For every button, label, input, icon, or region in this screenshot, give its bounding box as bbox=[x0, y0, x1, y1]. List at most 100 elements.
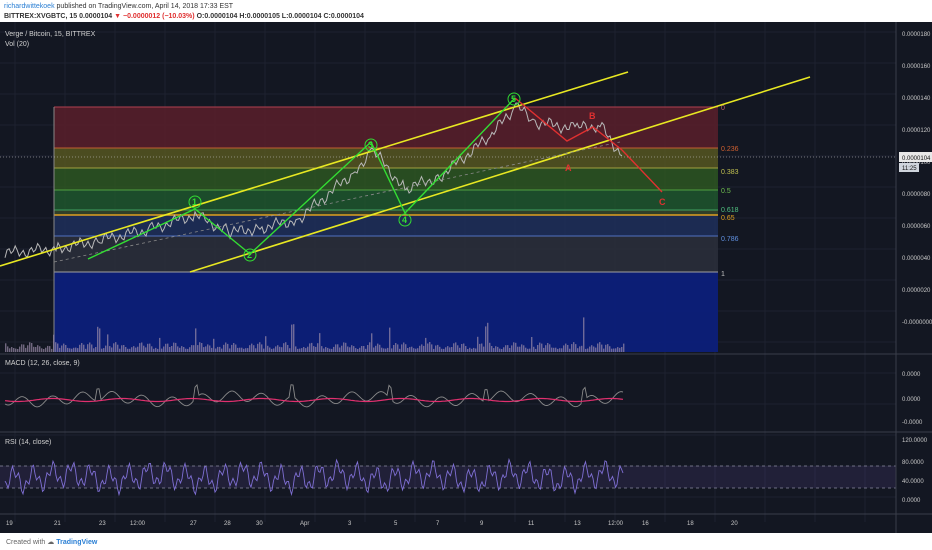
volume-bar bbox=[341, 345, 343, 352]
volume-bar bbox=[313, 346, 315, 352]
volume-bar bbox=[193, 345, 195, 352]
volume-bar bbox=[111, 347, 113, 352]
volume-bar bbox=[165, 343, 167, 352]
volume-bar bbox=[347, 346, 349, 352]
volume-bar bbox=[601, 344, 603, 352]
volume-bar bbox=[585, 348, 587, 352]
tradingview-logo-icon: ☁ bbox=[47, 539, 55, 546]
volume-bar bbox=[163, 346, 165, 352]
volume-bar bbox=[37, 345, 39, 352]
tradingview-brand[interactable]: TradingView bbox=[56, 539, 98, 546]
volume-bar bbox=[355, 348, 357, 352]
wave-label: 5 bbox=[511, 94, 516, 104]
volume-bar bbox=[339, 347, 341, 352]
wave-5-circle bbox=[507, 92, 521, 106]
chart-svg[interactable]: 0 0.236 0.383 0.5 0.618 0.65 0.786 1 1 2 bbox=[0, 22, 932, 533]
price-tick-label: 0.0000160 bbox=[902, 64, 931, 70]
volume-bar bbox=[257, 343, 259, 352]
channel-lower-line[interactable] bbox=[189, 76, 811, 273]
volume-bar bbox=[239, 347, 241, 352]
volume-bar bbox=[65, 345, 67, 352]
volume-bar bbox=[301, 348, 303, 352]
fibonacci-retracement[interactable] bbox=[53, 106, 718, 352]
volume-bar bbox=[123, 345, 125, 352]
volume-bar bbox=[547, 343, 549, 352]
volume-bar bbox=[29, 342, 31, 352]
time-tick-label: 3 bbox=[348, 521, 352, 527]
time-axis[interactable]: 19 21 23 12:00 27 28 30 Apr 3 5 7 9 11 13 12:00 16 18 20 bbox=[6, 521, 738, 527]
volume-bar bbox=[147, 343, 149, 352]
volume-bar bbox=[81, 343, 83, 352]
volume-bar bbox=[521, 344, 523, 352]
volume-bar bbox=[361, 346, 363, 352]
volume-bar bbox=[153, 348, 155, 352]
volume-bar bbox=[375, 345, 377, 352]
volume-bar bbox=[141, 342, 143, 352]
volume-bar bbox=[455, 342, 457, 352]
ohlc-values: O:0.0000104 H:0.0000105 L:0.0000104 C:0.… bbox=[196, 13, 364, 20]
fib-label: 0.5 bbox=[721, 188, 731, 195]
wave-labels: 1 2 3 4 5 A B C bbox=[188, 92, 666, 262]
volume-bar bbox=[295, 346, 297, 352]
time-tick-label: 12:00 bbox=[130, 521, 146, 527]
volume-bar bbox=[491, 346, 493, 352]
correction-label: B bbox=[589, 111, 596, 121]
chart-area[interactable]: 0 0.236 0.383 0.5 0.618 0.65 0.786 1 1 2 bbox=[0, 22, 932, 533]
volume-bar bbox=[409, 347, 411, 352]
volume-bar bbox=[211, 347, 213, 352]
current-price-tag bbox=[899, 152, 932, 162]
volume-bar bbox=[441, 348, 443, 352]
volume-bar bbox=[229, 348, 231, 352]
volume-bar bbox=[195, 328, 197, 352]
volume-bar bbox=[145, 347, 147, 352]
volume-bar bbox=[321, 346, 323, 352]
volume-bar bbox=[31, 343, 33, 352]
elliott-wave-line[interactable] bbox=[87, 97, 516, 260]
volume-bar bbox=[383, 348, 385, 352]
volume-bar bbox=[359, 347, 361, 352]
rsi-line[interactable] bbox=[4, 457, 624, 497]
time-tick-label: 20 bbox=[731, 521, 738, 527]
volume-bar bbox=[559, 348, 561, 352]
volume-bar bbox=[245, 348, 247, 352]
volume-bar bbox=[593, 346, 595, 352]
volume-bar bbox=[119, 348, 121, 352]
volume-bar bbox=[391, 348, 393, 352]
time-tick-label: 7 bbox=[436, 521, 440, 527]
volume-bar bbox=[203, 347, 205, 352]
volume-bar bbox=[413, 348, 415, 352]
volume-bar bbox=[563, 345, 565, 352]
volume-bar bbox=[473, 347, 475, 352]
volume-bar bbox=[5, 343, 7, 352]
current-price-label: 0.0000104 bbox=[902, 156, 931, 162]
volume-bar bbox=[613, 348, 615, 352]
price-axis[interactable]: 0.0000180 0.0000160 0.0000140 0.0000120 0.00… bbox=[902, 32, 932, 504]
fib-label: 1 bbox=[721, 271, 725, 278]
fib-zone-0236-0383 bbox=[54, 148, 718, 168]
volume-bar bbox=[439, 346, 441, 352]
author-link[interactable]: richardwittekoek bbox=[4, 3, 55, 10]
volume-bar bbox=[11, 347, 13, 352]
volume-bar bbox=[433, 348, 435, 352]
volume-bar bbox=[273, 348, 275, 352]
volume-bar bbox=[133, 346, 135, 352]
time-tick-label: Apr bbox=[300, 521, 309, 527]
fib-label: 0.786 bbox=[721, 236, 739, 243]
volume-bar bbox=[135, 347, 137, 352]
volume-bar bbox=[329, 348, 331, 352]
volume-bar bbox=[223, 344, 225, 352]
created-with: Created with bbox=[6, 539, 46, 546]
volume-bar bbox=[95, 347, 97, 352]
volume-bar bbox=[523, 345, 525, 352]
rsi-tick-label: 80.0000 bbox=[902, 460, 924, 466]
volume-bar bbox=[249, 345, 251, 352]
correction-wave-line[interactable] bbox=[514, 97, 663, 193]
volume-bar bbox=[499, 348, 501, 352]
volume-bar bbox=[395, 343, 397, 352]
volume-bar bbox=[305, 348, 307, 352]
price-tick-label: 0.0000040 bbox=[902, 256, 931, 262]
volume-bar bbox=[505, 345, 507, 352]
volume-bar bbox=[415, 348, 417, 352]
volume-bar bbox=[365, 348, 367, 352]
volume-bar bbox=[379, 344, 381, 352]
